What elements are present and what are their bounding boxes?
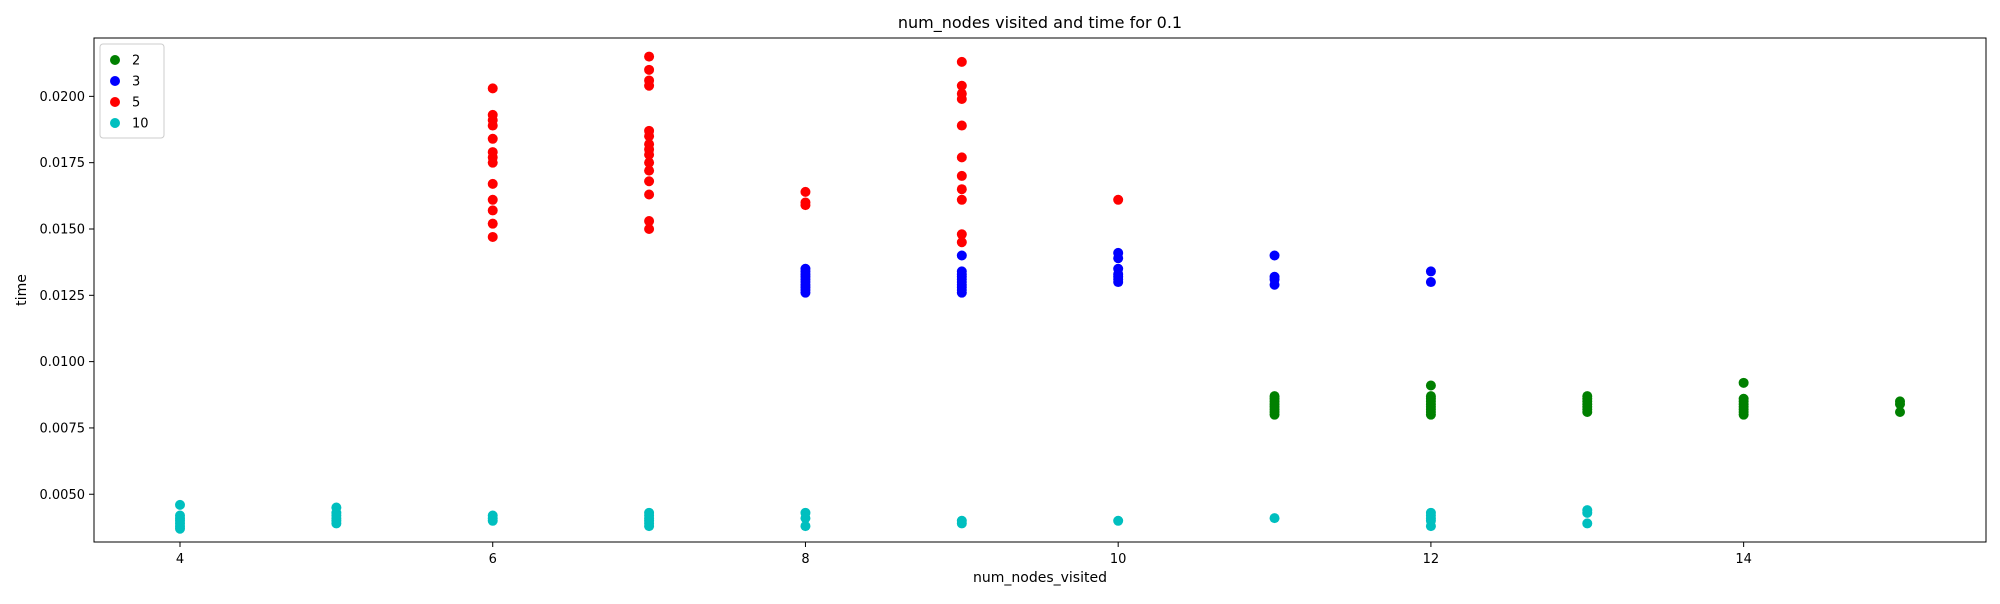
legend-marker xyxy=(110,55,120,65)
data-point xyxy=(1582,518,1593,529)
data-point xyxy=(1738,393,1749,404)
data-point xyxy=(644,51,655,62)
data-point xyxy=(644,176,655,187)
data-point xyxy=(487,83,498,94)
data-point xyxy=(1738,377,1749,388)
data-point xyxy=(956,184,967,195)
legend-label: 5 xyxy=(132,96,140,111)
legend-marker xyxy=(110,76,120,86)
data-point xyxy=(487,178,498,189)
data-point xyxy=(1269,391,1280,402)
data-point xyxy=(644,507,655,518)
data-point xyxy=(1269,513,1280,524)
legend-marker xyxy=(110,118,120,128)
data-point xyxy=(956,120,967,131)
data-point xyxy=(956,229,967,240)
series-3 xyxy=(800,247,1436,298)
data-point xyxy=(800,197,811,208)
y-tick-label: 0.0125 xyxy=(40,289,86,304)
data-point xyxy=(644,125,655,136)
data-point xyxy=(956,237,967,248)
legend-label: 10 xyxy=(132,117,149,132)
x-axis: 4 6 8 10 12 14 xyxy=(176,542,1752,567)
series-10 xyxy=(175,499,1593,534)
data-point xyxy=(800,263,811,274)
data-point xyxy=(1425,380,1436,391)
data-point xyxy=(956,250,967,261)
chart-title: num_nodes visited and time for 0.1 xyxy=(898,13,1182,33)
y-tick-label: 0.0200 xyxy=(40,90,86,105)
series-5 xyxy=(487,51,1124,248)
data-point xyxy=(956,152,967,163)
data-point xyxy=(956,194,967,205)
data-point xyxy=(644,189,655,200)
data-point xyxy=(1113,515,1124,526)
data-point xyxy=(956,266,967,277)
data-point xyxy=(487,194,498,205)
data-point xyxy=(487,147,498,158)
legend-label: 2 xyxy=(132,54,140,69)
data-point xyxy=(175,510,185,521)
x-tick-label: 8 xyxy=(801,552,809,567)
data-point xyxy=(800,507,811,518)
data-point xyxy=(487,218,498,229)
x-tick-label: 10 xyxy=(1110,552,1127,567)
data-point xyxy=(956,170,967,181)
data-point xyxy=(1582,391,1593,402)
data-point xyxy=(1269,271,1280,282)
series-2 xyxy=(1269,377,1905,420)
y-tick-label: 0.0075 xyxy=(40,421,86,436)
y-axis: 0.0050 0.0075 0.0100 0.0125 0.0150 0.0175 0.02… xyxy=(40,90,94,503)
plot-frame xyxy=(93,37,1987,543)
data-point xyxy=(644,216,655,227)
x-tick-label: 6 xyxy=(489,552,497,567)
data-point xyxy=(644,223,655,234)
data-point xyxy=(800,186,811,197)
data-point xyxy=(956,515,967,526)
x-tick-label: 4 xyxy=(176,552,184,567)
data-point xyxy=(956,80,967,91)
data-point xyxy=(331,502,342,513)
data-point xyxy=(1425,391,1436,402)
data-point xyxy=(487,205,498,216)
legend-box xyxy=(99,43,165,139)
data-point xyxy=(1269,250,1280,261)
x-tick-label: 12 xyxy=(1423,552,1440,567)
data-point xyxy=(487,133,498,144)
data-point xyxy=(644,75,655,86)
data-point xyxy=(644,165,655,176)
data-point xyxy=(487,510,498,521)
y-tick-label: 0.0050 xyxy=(40,488,86,503)
data-point xyxy=(956,88,967,99)
data-point xyxy=(1895,407,1905,418)
data-point xyxy=(1895,396,1905,407)
y-tick-label: 0.0175 xyxy=(40,156,86,171)
data-point xyxy=(1113,247,1124,258)
data-point xyxy=(1425,507,1436,518)
data-point xyxy=(1113,194,1124,205)
legend-marker xyxy=(110,97,120,107)
data-point xyxy=(1113,263,1124,274)
data-point xyxy=(644,139,655,150)
y-tick-label: 0.0100 xyxy=(40,355,86,370)
data-point xyxy=(1425,277,1436,288)
data-point xyxy=(1425,266,1436,277)
data-point xyxy=(487,109,498,120)
points-layer xyxy=(175,51,1905,534)
x-axis-label: num_nodes_visited xyxy=(973,570,1107,586)
legend-label: 3 xyxy=(132,75,140,90)
data-point xyxy=(175,499,185,510)
legend: 2 3 5 10 xyxy=(99,43,165,139)
x-tick-label: 14 xyxy=(1735,552,1752,567)
data-point xyxy=(644,157,655,168)
y-axis-label: time xyxy=(14,274,30,306)
data-point xyxy=(956,56,967,67)
y-tick-label: 0.0150 xyxy=(40,222,86,237)
data-point xyxy=(644,64,655,75)
data-point xyxy=(1582,505,1593,516)
data-point xyxy=(487,231,498,242)
data-point xyxy=(800,521,811,532)
